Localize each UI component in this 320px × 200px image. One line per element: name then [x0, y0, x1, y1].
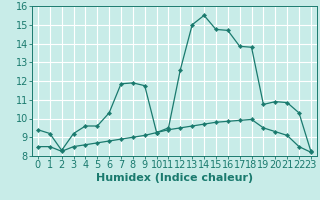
X-axis label: Humidex (Indice chaleur): Humidex (Indice chaleur) — [96, 173, 253, 183]
